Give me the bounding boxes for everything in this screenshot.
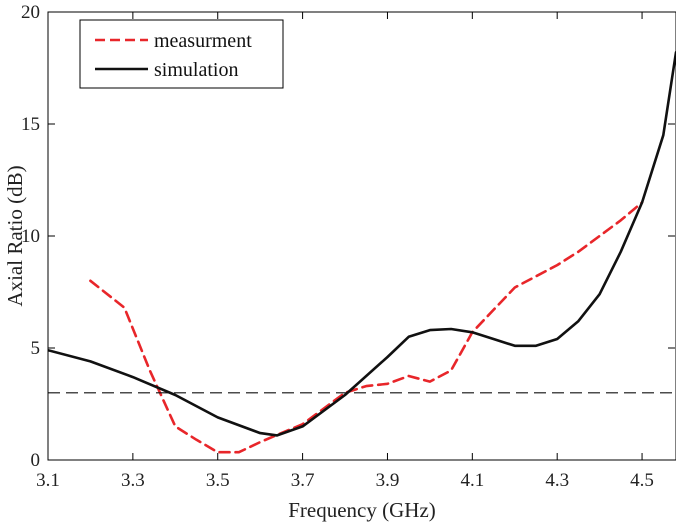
plot-layer [48,50,676,454]
x-tick-label: 3.5 [206,470,230,491]
axes-layer: 3.1 3.3 3.5 3.7 3.9 4.1 4.3 4.5 0 5 10 15 20 [21,2,676,491]
series-line-measurment [89,201,644,454]
x-axis-label: Frequency (GHz) [288,498,436,522]
legend-label-simulation: simulation [154,59,238,81]
y-axis-label: Axial Ratio (dB) [3,165,27,306]
y-tick-label: 15 [21,114,40,135]
x-tick-label: 3.1 [36,470,60,491]
x-tick-label: 3.3 [121,470,145,491]
y-tick-label: 5 [31,338,41,359]
x-tick-label: 4.5 [630,470,654,491]
x-tick-label: 3.9 [376,470,400,491]
x-tick-label: 3.7 [291,470,315,491]
legend-label-measurment: measurment [154,30,252,52]
legend-box [79,19,284,89]
x-tick-label: 4.3 [545,470,569,491]
x-tick-label: 4.1 [460,470,484,491]
y-tick-label: 20 [21,2,40,23]
legend: measurment simulation [79,19,284,89]
y-tick-label: 0 [31,450,41,471]
y-tick-label: 10 [21,226,40,247]
series-line-simulation [48,50,676,437]
